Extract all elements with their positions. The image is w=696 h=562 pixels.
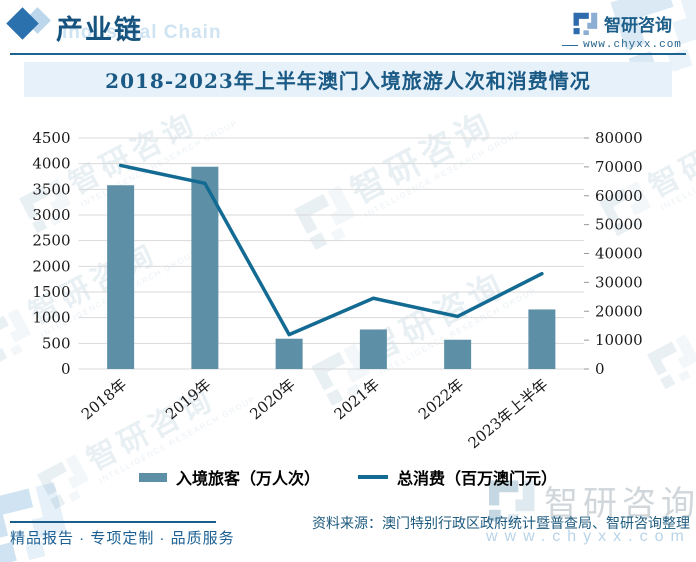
legend-item-bar: 入境旅客（万人次）	[138, 465, 320, 489]
line-swatch-icon	[358, 475, 388, 479]
chart-canvas: 0 500 1000 1500 2000 2500 3000 3500 4000 4500 0 100…	[32, 129, 643, 452]
svg-text:0: 0	[61, 360, 71, 378]
chart-title: 2018-2023年上半年澳门入境旅游人次和消费情况	[105, 69, 591, 93]
footer-slogan: 精品报告 · 专项定制 · 品质服务	[10, 530, 235, 547]
svg-text:500: 500	[42, 334, 71, 352]
svg-text:4500: 4500	[32, 129, 70, 147]
svg-text:3500: 3500	[32, 180, 70, 198]
bar	[444, 339, 472, 369]
svg-text:4000: 4000	[32, 155, 70, 173]
bar	[359, 329, 387, 369]
svg-text:2020年: 2020年	[246, 375, 298, 423]
combo-chart: 0 500 1000 1500 2000 2500 3000 3500 4000 4500 0 100…	[0, 104, 696, 462]
header: Industrial Chain 产业链 智研咨询 www.chyxx.com	[0, 0, 696, 55]
footer-divider	[10, 521, 216, 523]
svg-text:2018年: 2018年	[78, 375, 130, 423]
header-divider	[10, 53, 686, 55]
brand-block: 智研咨询 www.chyxx.com	[552, 11, 692, 51]
svg-text:2019年: 2019年	[162, 375, 214, 423]
data-source-note: 资料来源：澳门特别行政区政府统计暨普查局、智研咨询整理	[312, 515, 690, 531]
brand-url-link[interactable]: www.chyxx.com	[583, 39, 682, 51]
svg-text:2023年上半年: 2023年上半年	[465, 375, 552, 452]
svg-text:2500: 2500	[32, 232, 70, 250]
svg-text:60000: 60000	[595, 187, 643, 205]
svg-text:80000: 80000	[595, 129, 643, 147]
chart-title-band: 2018-2023年上半年澳门入境旅游人次和消费情况	[24, 62, 672, 97]
bar-swatch-icon	[138, 472, 167, 482]
svg-text:30000: 30000	[595, 273, 643, 291]
svg-text:0: 0	[595, 360, 605, 378]
section-title: 产业链	[56, 15, 143, 46]
svg-text:1500: 1500	[32, 283, 70, 301]
legend-item-line: 总消费（百万澳门元）	[358, 465, 557, 489]
brand-dash	[562, 44, 579, 46]
svg-text:3000: 3000	[32, 206, 70, 224]
brand-logo-icon	[573, 12, 598, 35]
bar	[107, 185, 135, 369]
svg-text:40000: 40000	[595, 245, 643, 263]
line-series	[118, 163, 544, 337]
legend-label-line: 总消费（百万澳门元）	[397, 469, 558, 488]
svg-text:10000: 10000	[595, 331, 643, 349]
svg-text:2022年: 2022年	[415, 375, 467, 423]
legend-label-bar: 入境旅客（万人次）	[175, 469, 320, 488]
chart-legend: 入境旅客（万人次） 总消费（百万澳门元）	[0, 465, 696, 489]
bar	[275, 338, 303, 369]
svg-text:20000: 20000	[595, 302, 643, 320]
svg-text:2000: 2000	[32, 257, 70, 275]
svg-text:1000: 1000	[32, 309, 70, 327]
brand-name: 智研咨询	[604, 16, 672, 35]
svg-text:2021年: 2021年	[331, 375, 383, 423]
svg-text:50000: 50000	[595, 216, 643, 234]
section-title-english: Industrial Chain	[62, 22, 222, 43]
bar	[528, 309, 556, 369]
svg-text:70000: 70000	[595, 158, 643, 176]
